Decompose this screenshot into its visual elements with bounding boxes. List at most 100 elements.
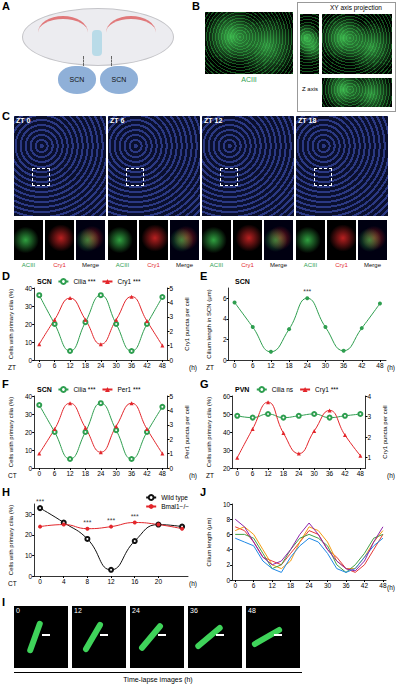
svg-text:24: 24 [97,470,105,477]
svg-text:2: 2 [223,336,227,343]
svg-text:Cells with primary cilia (%): Cells with primary cilia (%) [206,397,212,467]
svg-text:Cry1 puncta per cell: Cry1 puncta per cell [382,405,388,458]
svg-text:10: 10 [25,552,33,559]
svg-text:CT: CT [8,472,17,479]
svg-text:36: 36 [340,362,348,369]
svg-text:30: 30 [25,511,33,518]
svg-text:12: 12 [66,470,74,477]
svg-text:1: 1 [169,450,173,457]
svg-text:42: 42 [361,582,369,589]
svg-text:(h): (h) [387,364,395,372]
svg-text:(h): (h) [189,364,197,372]
svg-text:0: 0 [235,470,239,477]
svg-text:4: 4 [223,315,227,322]
svg-text:Cry1 ***: Cry1 *** [315,386,339,394]
svg-text:SCN: SCN [235,278,250,285]
svg-text:0: 0 [37,362,41,369]
svg-text:20: 20 [25,321,33,328]
svg-text:12: 12 [267,362,275,369]
svg-text:42: 42 [358,362,366,369]
svg-text:30: 30 [223,447,231,454]
svg-text:Cry1 puncta per cell: Cry1 puncta per cell [184,297,190,350]
svg-text:30: 30 [322,362,330,369]
svg-text:Cilia ns: Cilia ns [272,386,294,393]
svg-text:12: 12 [107,578,115,585]
svg-text:3: 3 [169,421,173,428]
svg-text:24: 24 [295,470,303,477]
svg-text:20: 20 [155,578,163,585]
svg-text:20: 20 [25,531,33,538]
svg-text:3: 3 [367,413,371,420]
svg-text:18: 18 [82,362,90,369]
svg-text:36: 36 [326,470,334,477]
svg-text:48: 48 [376,362,384,369]
svg-text:SCN: SCN [37,278,52,285]
svg-text:0: 0 [169,465,173,472]
svg-text:36: 36 [128,470,136,477]
svg-text:6: 6 [53,362,57,369]
svg-text:36: 36 [342,582,350,589]
svg-text:16: 16 [131,578,139,585]
svg-text:0: 0 [233,362,237,369]
svg-text:Cilium length in SCN (μm): Cilium length in SCN (μm) [206,289,212,358]
svg-text:48: 48 [357,470,365,477]
svg-text:10: 10 [223,501,231,508]
svg-text:6: 6 [227,531,231,538]
svg-text:42: 42 [143,470,151,477]
svg-text:4: 4 [227,546,231,553]
svg-text:0: 0 [37,470,41,477]
svg-text:6: 6 [251,362,255,369]
svg-text:24: 24 [304,362,312,369]
svg-text:Cells with primary cilia (%): Cells with primary cilia (%) [8,289,14,359]
svg-text:Bmal1−/−: Bmal1−/− [161,503,189,510]
svg-text:8: 8 [227,516,231,523]
svg-text:0: 0 [169,357,173,364]
svg-text:20: 20 [223,465,231,472]
svg-text:ZT: ZT [206,364,214,371]
svg-text:***: *** [131,513,139,520]
svg-text:8: 8 [86,578,90,585]
svg-text:12: 12 [264,470,272,477]
svg-text:3: 3 [169,313,173,320]
svg-text:PVN: PVN [235,386,249,393]
svg-text:30: 30 [25,411,33,418]
svg-text:Per1 puncta per cell: Per1 puncta per cell [184,405,190,458]
svg-text:4: 4 [169,407,173,414]
svg-text:(h): (h) [189,472,197,480]
svg-text:42: 42 [341,470,349,477]
svg-text:5: 5 [169,393,173,400]
svg-text:Cilium length (μm): Cilium length (μm) [206,518,212,567]
svg-text:48: 48 [379,582,387,589]
svg-text:0: 0 [38,578,42,585]
svg-text:Wild type: Wild type [161,494,188,502]
svg-text:30: 30 [113,362,121,369]
svg-text:40: 40 [223,429,231,436]
svg-text:10: 10 [25,447,33,454]
svg-text:***: *** [107,517,115,524]
svg-text:30: 30 [324,582,332,589]
svg-text:***: *** [83,519,91,526]
svg-text:4: 4 [62,578,66,585]
svg-text:2: 2 [367,434,371,441]
svg-text:48: 48 [159,362,167,369]
svg-text:6: 6 [53,470,57,477]
svg-text:18: 18 [285,362,293,369]
svg-text:48: 48 [159,470,167,477]
svg-text:4: 4 [367,393,371,400]
svg-text:36: 36 [128,362,136,369]
svg-text:18: 18 [287,582,295,589]
svg-text:6: 6 [223,295,227,302]
svg-text:***: *** [303,288,311,295]
svg-text:Cilia ***: Cilia *** [73,386,96,393]
svg-text:1: 1 [169,342,173,349]
svg-text:5: 5 [169,285,173,292]
svg-text:0: 0 [29,573,33,580]
svg-text:12: 12 [269,582,277,589]
svg-text:20: 20 [25,429,33,436]
svg-text:0: 0 [233,582,237,589]
svg-text:(h): (h) [387,584,395,592]
svg-text:30: 30 [113,470,121,477]
svg-text:CT: CT [8,580,17,587]
svg-text:ZT: ZT [206,472,214,479]
svg-text:2: 2 [169,436,173,443]
